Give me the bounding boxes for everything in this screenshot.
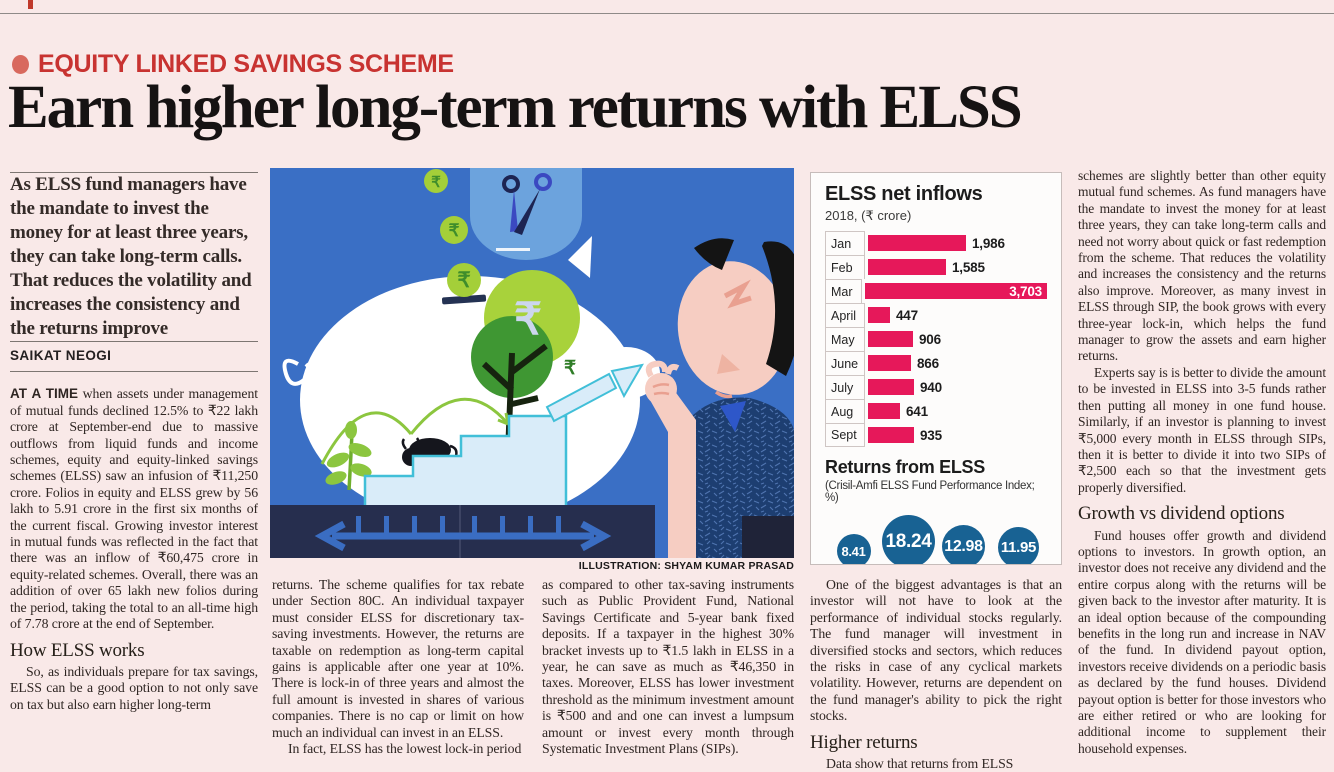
divider xyxy=(10,172,258,173)
man-figure xyxy=(645,238,794,558)
return-value-circle: 12.98 xyxy=(942,525,985,564)
kicker-bullet-icon xyxy=(12,55,29,74)
bar xyxy=(868,355,911,371)
bar-value: 641 xyxy=(906,403,928,419)
bar xyxy=(868,379,914,395)
bar-row: Aug 641 xyxy=(825,399,1047,423)
illustration-credit: ILLUSTRATION: SHYAM KUMAR PRASAD xyxy=(578,560,794,572)
rupee-coin-icons: ₹ ₹ ₹ xyxy=(424,169,481,297)
lead-in: AT A TIME xyxy=(10,386,79,402)
return-item: 18.245 years xyxy=(881,510,936,564)
return-item: 11.9510 years xyxy=(991,510,1046,564)
paragraph: Fund houses offer growth and dividend op… xyxy=(1078,527,1326,756)
bar-row: April 447 xyxy=(825,303,1047,327)
column-4: One of the biggest advantages is that an… xyxy=(810,577,1062,772)
svg-text:₹: ₹ xyxy=(457,269,470,292)
illustration: ₹ ₹ ₹ ₹ ₹ xyxy=(270,168,794,572)
elss-inflows-chart-card: ELSS net inflows 2018, (₹ crore) Jan 1,98… xyxy=(810,172,1062,565)
bar-value: 1,986 xyxy=(972,235,1005,251)
ruler-arrow xyxy=(270,505,655,558)
top-rule xyxy=(0,13,1334,14)
bar-category-label: May xyxy=(825,327,865,351)
bar-value: 866 xyxy=(917,355,939,371)
sapling-icon xyxy=(325,421,372,491)
paragraph: Experts say is is better to divide the a… xyxy=(1078,364,1326,495)
bar xyxy=(868,259,946,275)
piggy-bank-illustration: ₹ ₹ ₹ ₹ ₹ xyxy=(270,168,794,558)
bar-value: 1,585 xyxy=(952,259,985,275)
paragraph: schemes are slightly better than other e… xyxy=(1078,168,1326,364)
subheading-how-elss-works: How ELSS works xyxy=(10,639,145,661)
section-kicker: EQUITY LINKED SAVINGS SCHEME xyxy=(12,50,454,79)
paragraph: AT A TIME when assets under management o… xyxy=(10,386,258,632)
money-tree: ₹ ₹ xyxy=(471,270,580,455)
bar-category-label: April xyxy=(825,303,865,327)
bar-row: June 866 xyxy=(825,351,1047,375)
return-value-circle: 8.41 xyxy=(836,534,871,564)
column-intro-body: As ELSS fund managers have the mandate t… xyxy=(10,172,258,772)
returns-title: Returns from ELSS xyxy=(825,457,985,477)
bar-chart: Jan 1,986 Feb 1,585 Mar 3,703 April 447 May 906 Ju… xyxy=(825,231,1047,447)
return-item: 8.413 years xyxy=(826,510,881,564)
bar-category-label: Mar xyxy=(825,279,862,303)
byline: SAIKAT NEOGI xyxy=(10,348,112,363)
paragraph: One of the biggest advantages is that an… xyxy=(810,577,1062,724)
bar xyxy=(868,403,900,419)
paragraph: as compared to other tax-saving instrume… xyxy=(542,577,794,757)
column-2: returns. The scheme qualifies for tax re… xyxy=(272,577,524,772)
return-value-circle: 18.24 xyxy=(882,515,935,564)
return-item: 12.987 years xyxy=(936,510,991,564)
kicker-label: EQUITY LINKED SAVINGS SCHEME xyxy=(38,50,454,78)
column-5: schemes are slightly better than other e… xyxy=(1078,168,1326,772)
bar xyxy=(868,427,914,443)
growth-arrow xyxy=(363,363,644,513)
svg-text:₹: ₹ xyxy=(449,221,460,240)
bar-row: July 940 xyxy=(825,375,1047,399)
bar-value: 940 xyxy=(920,379,942,395)
bar-category-label: Aug xyxy=(825,399,865,423)
paragraph: Data show that returns from ELSS xyxy=(826,756,1014,772)
bar-value: 906 xyxy=(919,331,941,347)
returns-circles: 8.413 years18.245 years12.987 years11.95… xyxy=(825,510,1047,564)
bar-row: Feb 1,585 xyxy=(825,255,1047,279)
headline: Earn higher long-term returns with ELSS xyxy=(8,74,1023,141)
subheading-higher-returns: Higher returns xyxy=(810,731,918,753)
chart-subtitle: 2018, (₹ crore) xyxy=(825,208,912,223)
svg-text:₹: ₹ xyxy=(514,295,542,344)
svg-text:₹: ₹ xyxy=(431,174,441,191)
bar-row: May 906 xyxy=(825,327,1047,351)
return-value-circle: 11.95 xyxy=(998,527,1039,564)
paragraph: In fact, ELSS has the lowest lock-in per… xyxy=(288,741,522,757)
bar-category-label: Feb xyxy=(825,255,865,279)
paragraph-text: when assets under management of mutual f… xyxy=(10,386,258,632)
bar-row: Sept 935 xyxy=(825,423,1047,447)
bar-category-label: Jan xyxy=(825,231,865,255)
bar xyxy=(865,283,1047,299)
chart-title: ELSS net inflows xyxy=(825,183,983,205)
bar-category-label: Sept xyxy=(825,423,865,447)
bar xyxy=(868,331,913,347)
column-3: as compared to other tax-saving instrume… xyxy=(542,577,794,772)
paragraph: returns. The scheme qualifies for tax re… xyxy=(272,577,524,740)
paragraph: So, as individuals prepare for tax savin… xyxy=(10,663,258,712)
bar-category-label: July xyxy=(825,375,865,399)
scissors-icon xyxy=(470,168,582,260)
bar xyxy=(868,307,890,323)
divider xyxy=(10,371,258,373)
bar-value: 3,703 xyxy=(1009,283,1042,299)
bar xyxy=(868,235,966,251)
bar-value: 447 xyxy=(896,307,918,323)
returns-subtitle: (Crisil-Amfi ELSS Fund Performance Index… xyxy=(825,480,1035,504)
bar-row: Jan 1,986 xyxy=(825,231,1047,255)
divider xyxy=(10,341,258,342)
svg-text:₹: ₹ xyxy=(564,358,576,379)
bar-category-label: June xyxy=(825,351,865,375)
page-edge-mark xyxy=(28,0,33,9)
bar-value: 935 xyxy=(920,427,942,443)
subheading-growth-vs-dividend: Growth vs dividend options xyxy=(1078,503,1285,525)
standfirst: As ELSS fund managers have the mandate t… xyxy=(10,174,252,339)
bounce-arrow xyxy=(320,397,510,465)
bar-row: Mar 3,703 xyxy=(825,279,1047,303)
